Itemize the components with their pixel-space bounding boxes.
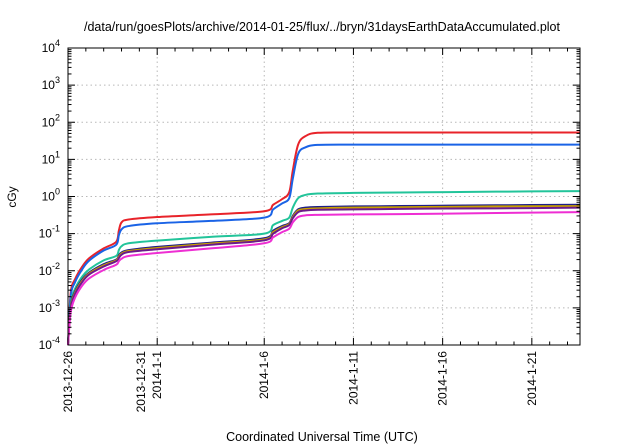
series-line-1 — [67, 131, 580, 346]
y-tick-label: 100 — [42, 187, 60, 204]
series-line-2 — [67, 143, 580, 346]
series-layer — [67, 131, 581, 346]
y-axis-label: cGy — [5, 186, 19, 207]
x-tick-label: 2013-12-26 — [61, 351, 75, 413]
y-tick-label: 103 — [42, 75, 60, 92]
x-tick-label: 2014-1-1 — [150, 351, 164, 399]
series-line-3 — [67, 190, 581, 346]
y-axis: 10-4 10-3 10-2 10-1 100 101 102 103 104 — [39, 38, 580, 352]
x-tick-label: 2014-1-16 — [436, 351, 450, 406]
x-tick-label: 2014-1-21 — [525, 351, 539, 406]
x-axis-label: Coordinated Universal Time (UTC) — [226, 430, 418, 444]
y-tick-label: 10-2 — [39, 261, 60, 278]
series-line-6 — [67, 206, 581, 346]
y-tick-label: 102 — [42, 112, 60, 129]
y-tick-label: 10-4 — [39, 335, 60, 352]
series-line-7 — [67, 211, 581, 346]
y-tick-label: 10-3 — [39, 298, 60, 315]
y-tick-label: 101 — [42, 149, 60, 166]
grid — [68, 48, 580, 345]
x-tick-label: 2013-12-31 — [134, 351, 148, 413]
x-tick-label: 2014-1-6 — [257, 351, 271, 399]
y-tick-label: 10-1 — [39, 224, 60, 241]
x-axis: 2013-12-26 2013-12-31 2014-1-1 2014-1-6 2014… — [61, 48, 569, 413]
x-tick-label: 2014-1-11 — [346, 351, 360, 405]
y-tick-label: 104 — [42, 38, 60, 55]
chart-title: /data/run/goesPlots/archive/2014-01-25/f… — [84, 20, 560, 34]
